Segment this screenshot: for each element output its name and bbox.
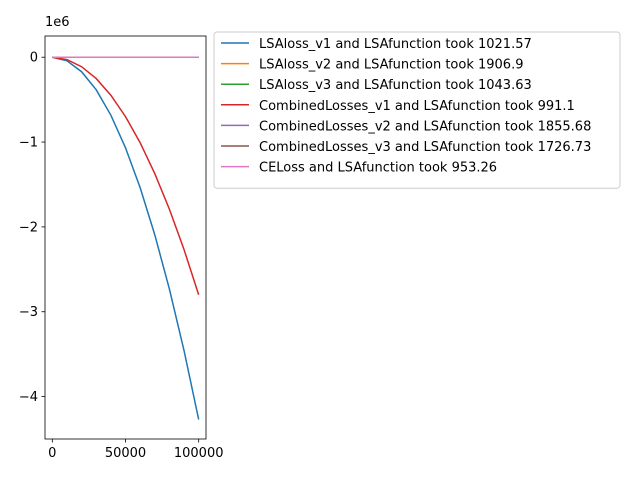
series-line-4	[52, 56, 200, 296]
legend: LSAloss_v1 and LSAfunction took 1021.57 L…	[213, 31, 621, 189]
y-tick-label: −4	[19, 390, 38, 405]
legend-label-4: CombinedLosses_v1 and LSAfunction took 9…	[259, 99, 575, 114]
y-tick-label: 0	[30, 51, 38, 66]
x-tick-label: 100000	[174, 446, 224, 461]
y-offset-label: 1e6	[45, 15, 70, 30]
legend-label-2: LSAloss_v2 and LSAfunction took 1906.9	[259, 58, 523, 73]
legend-label-5: CombinedLosses_v2 and LSAfunction took 1…	[259, 119, 591, 134]
series-line-1	[52, 56, 200, 420]
y-tick-label: −1	[19, 136, 38, 151]
axes: 0 50000 100000 0 −1 −2 −3 −4	[19, 35, 224, 461]
plot-background	[45, 36, 206, 439]
legend-label-7: CELoss and LSAfunction took 953.26	[259, 161, 497, 176]
x-tick-label: 0	[48, 446, 56, 461]
y-tick-label: −3	[19, 305, 38, 320]
series-lines	[52, 56, 200, 420]
legend-box	[213, 31, 621, 189]
legend-label-6: CombinedLosses_v3 and LSAfunction took 1…	[259, 140, 591, 155]
legend-label-3: LSAloss_v3 and LSAfunction took 1043.63	[259, 78, 532, 93]
plot-area	[45, 36, 206, 439]
legend-label-1: LSAloss_v1 and LSAfunction took 1021.57	[259, 37, 532, 52]
y-tick-label: −2	[19, 220, 38, 235]
x-tick-label: 50000	[105, 446, 146, 461]
